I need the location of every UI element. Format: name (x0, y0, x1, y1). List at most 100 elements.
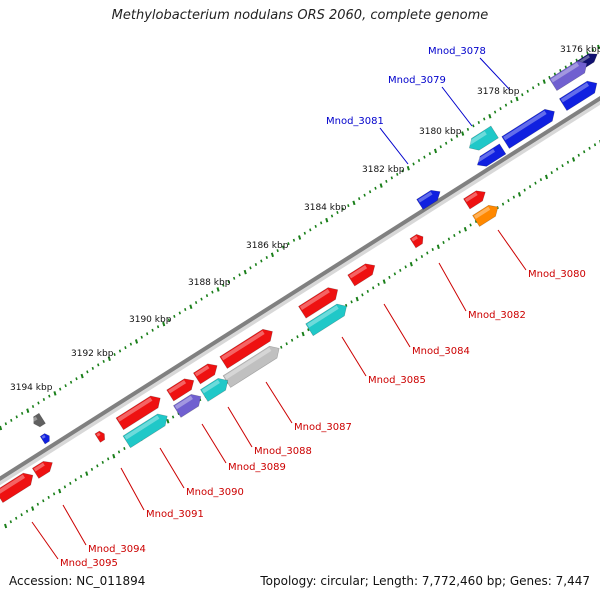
g-r-3082b-body[interactable] (409, 232, 426, 249)
g-gray-3087-body[interactable] (222, 342, 283, 388)
bottom-track-tick (528, 185, 532, 189)
g-cyan-3090-gene[interactable] (122, 410, 171, 449)
top-track-tick (48, 394, 51, 398)
top-track-tick (178, 311, 181, 315)
g-r-3095-gene[interactable] (0, 469, 37, 504)
bottom-track-tick (566, 160, 570, 164)
bottom-track-tick (555, 167, 559, 171)
mnod-3078-label[interactable]: Mnod_3078 (428, 46, 486, 57)
g-top-blue-c-gene[interactable] (474, 143, 507, 170)
g-r-3094-body[interactable] (31, 458, 55, 479)
g-r-3089-body[interactable] (166, 375, 198, 402)
g-r-3088-body[interactable] (192, 360, 220, 385)
g-r-3082a-body[interactable] (463, 187, 488, 210)
g-r-3091-gene[interactable] (94, 430, 107, 443)
g-r-3090-body[interactable] (115, 392, 164, 431)
g-r-3084-gene[interactable] (347, 260, 379, 287)
g-r-3094-gene[interactable] (31, 458, 55, 479)
g-slate-3089-gene[interactable] (173, 391, 204, 418)
top-track-tick (75, 377, 78, 381)
g-r-3087-body[interactable] (219, 326, 276, 369)
g-slate-3089-body[interactable] (173, 391, 204, 418)
top-track-tick (134, 339, 139, 344)
g-r-3085-body[interactable] (298, 284, 342, 319)
g-top-cyan-gene[interactable] (466, 125, 499, 154)
g-r-3090-highlight (117, 397, 153, 422)
bottom-track-tick (388, 275, 391, 279)
g-r-3082a-gene[interactable] (463, 187, 488, 210)
g-r-3091-body[interactable] (94, 430, 107, 443)
g-cyan-3088-gene[interactable] (200, 375, 231, 402)
g-top-slate-gene[interactable] (548, 57, 590, 92)
bottom-track-tick (4, 523, 8, 529)
g-top-blue-small-highlight (418, 191, 433, 203)
g-cyan-3090-body[interactable] (122, 410, 171, 449)
g-r-3095-body[interactable] (0, 469, 37, 504)
g-gray-3087-gene[interactable] (222, 342, 283, 388)
g-r-3089-gene[interactable] (166, 375, 198, 402)
g-r-3085-gene[interactable] (298, 284, 342, 319)
mnod-3079-label[interactable]: Mnod_3079 (388, 75, 446, 86)
bottom-track-tick (285, 342, 288, 346)
g-r-3088-gene[interactable] (192, 360, 220, 385)
mnod-3081-label[interactable]: Mnod_3081 (326, 116, 384, 127)
bottom-track-tick (458, 230, 461, 234)
mnod-3091-leader (120, 467, 145, 511)
g-top-blue-tiny-body[interactable] (39, 432, 52, 445)
top-track-tick (526, 89, 529, 93)
mnod-3082-label[interactable]: Mnod_3082 (468, 310, 526, 321)
kbp-3184-label: 3184 kbp (304, 203, 347, 213)
g-orange-3080-body[interactable] (472, 202, 502, 227)
mnod-3087-label[interactable]: Mnod_3087 (294, 422, 352, 433)
g-top-blue-b-highlight (503, 110, 547, 141)
g-top-slate-highlight (550, 62, 580, 83)
top-track-tick (450, 138, 453, 142)
g-top-darkgray-gene[interactable] (31, 412, 46, 428)
mnod-3094-label[interactable]: Mnod_3094 (88, 544, 146, 555)
top-track-tick (270, 252, 274, 258)
g-top-blue-tiny-gene[interactable] (39, 432, 52, 445)
mnod-3085-leader (341, 336, 367, 377)
mnod-3091-label[interactable]: Mnod_3091 (146, 509, 204, 520)
g-top-blue-small-body[interactable] (416, 187, 444, 210)
mnod-3088-label[interactable]: Mnod_3088 (254, 446, 312, 457)
top-track-tick (102, 359, 105, 363)
g-top-cyan-highlight (466, 131, 487, 146)
g-top-blue-b-gene[interactable] (501, 106, 558, 149)
bottom-track-tick (577, 153, 580, 157)
mnod-3090-label[interactable]: Mnod_3090 (186, 487, 244, 498)
bottom-track-tick (442, 240, 445, 244)
genome-info-text: Topology: circular; Length: 7,772,460 bp… (260, 574, 590, 588)
top-track-tick (249, 266, 252, 270)
g-top-slate-body[interactable] (548, 57, 590, 92)
bottom-track-tick (415, 258, 418, 262)
g-r-3090-gene[interactable] (115, 392, 164, 431)
mnod-3084-label[interactable]: Mnod_3084 (412, 346, 470, 357)
g-r-3087-gene[interactable] (219, 326, 276, 369)
mnod-3085-label[interactable]: Mnod_3085 (368, 375, 426, 386)
g-top-blue-a-body[interactable] (558, 77, 600, 112)
g-top-blue-small-gene[interactable] (416, 187, 444, 210)
top-track-tick (439, 145, 442, 149)
top-track-tick (205, 294, 209, 298)
top-track-tick (167, 318, 171, 322)
g-top-blue-b-body[interactable] (501, 106, 558, 149)
mnod-3089-label[interactable]: Mnod_3089 (228, 462, 286, 473)
g-top-darkgray-body[interactable] (31, 412, 46, 428)
g-r-3084-body[interactable] (347, 260, 379, 287)
top-track-tick (564, 65, 567, 69)
g-orange-3080-gene[interactable] (472, 202, 502, 227)
top-track-tick (401, 169, 404, 173)
mnod-3081-leader (379, 127, 409, 165)
g-top-blue-a-gene[interactable] (558, 77, 600, 112)
g-top-blue-c-body[interactable] (474, 143, 507, 170)
g-r-3082b-gene[interactable] (409, 232, 426, 249)
g-cyan-3085-body[interactable] (305, 300, 351, 337)
g-cyan-3085-gene[interactable] (305, 300, 351, 337)
g-top-cyan-body[interactable] (466, 125, 499, 154)
kbp-3180-label: 3180 kbp (419, 127, 462, 137)
mnod-3080-label[interactable]: Mnod_3080 (528, 269, 586, 280)
mnod-3095-label[interactable]: Mnod_3095 (60, 558, 118, 569)
bottom-track-tick (453, 234, 456, 237)
g-cyan-3088-body[interactable] (200, 375, 231, 402)
